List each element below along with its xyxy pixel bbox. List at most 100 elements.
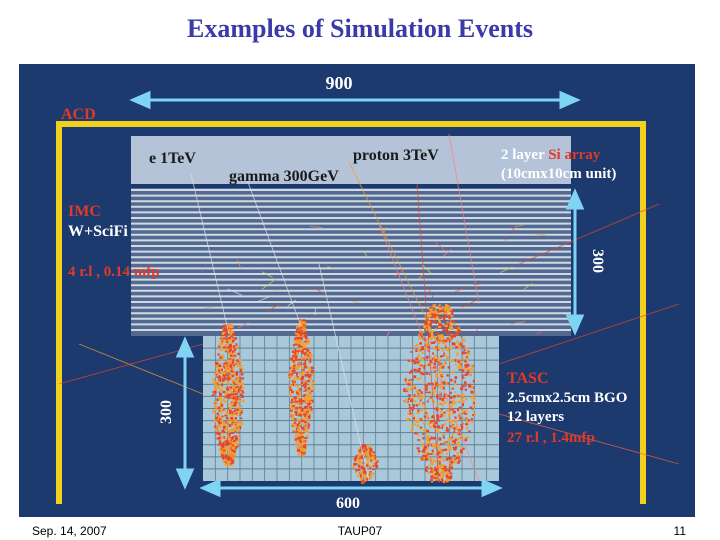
proton-shower-hit [422, 433, 425, 436]
gamma-shower-hit [302, 332, 305, 335]
electron-shower-hit [218, 367, 222, 371]
proton-shower-hit [465, 426, 469, 430]
electron-shower-hit [231, 399, 234, 402]
electron-shower-hit [216, 376, 220, 379]
proton-shower-hit [450, 334, 454, 338]
proton-shower-hit [468, 384, 472, 388]
proton-shower-hit [428, 373, 431, 376]
gamma-shower-hit [300, 329, 303, 331]
scatter-track [273, 289, 278, 292]
electron-shower-hit [222, 365, 226, 368]
gamma-shower-hit [302, 446, 306, 449]
proton-shower-hit [420, 356, 423, 359]
gamma-shower-hit [296, 366, 300, 370]
electron-shower-hit [215, 364, 219, 367]
electron-shower-hit [227, 345, 230, 349]
electron-shower-hit [215, 406, 218, 409]
electron-shower-hit [241, 394, 244, 399]
secondary-shower-hit [364, 478, 366, 482]
proton-shower-hit [449, 401, 453, 404]
secondary-shower-hit [359, 477, 363, 481]
scatter-track [312, 286, 324, 294]
gamma-shower-hit [295, 412, 298, 416]
gamma-shower-hit [293, 429, 297, 432]
proton-shower-hit [410, 378, 414, 381]
proton-shower-hit [432, 386, 434, 390]
proton-shower-hit [441, 468, 445, 470]
proton-shower-hit [450, 437, 453, 440]
secondary-shower-hit [363, 475, 367, 479]
scatter-track [505, 234, 508, 237]
electron-shower-hit [231, 427, 234, 430]
proton-shower-hit [442, 329, 445, 332]
proton-shower-hit [408, 379, 411, 381]
secondary-shower-hit [368, 447, 372, 450]
electron-shower-hit [229, 342, 232, 344]
proton-shower-hit [459, 451, 463, 454]
proton-shower-hit [442, 471, 445, 476]
proton-shower-hit [428, 332, 431, 336]
electron-shower-hit [233, 354, 237, 357]
proton-shower-hit [464, 438, 468, 442]
proton-shower-hit [413, 423, 417, 426]
gamma-shower-hit [295, 340, 299, 344]
proton-shower-hit [468, 430, 471, 433]
proton-shower-hit [457, 415, 460, 418]
proton-shower-hit [427, 382, 431, 386]
electron-shower-hit [226, 394, 229, 396]
gamma-shower-hit [308, 389, 311, 393]
gamma-shower-hit [294, 333, 298, 337]
electron-shower-hit [228, 375, 232, 377]
secondary-shower-hit [354, 459, 357, 462]
proton-shower-hit [445, 418, 449, 422]
proton-shower-hit [426, 466, 429, 469]
proton-shower-hit [450, 328, 454, 331]
proton-shower-hit [470, 396, 472, 399]
gamma-shower-hit [307, 403, 310, 406]
gamma-shower-hit [300, 448, 303, 451]
proton-shower-hit [416, 369, 419, 372]
electron-shower-hit [218, 371, 222, 374]
event-proton-label: proton 3TeV [353, 147, 439, 164]
proton-shower-hit [450, 461, 453, 465]
gamma-shower-hit [306, 341, 310, 345]
gamma-shower-hit [300, 340, 303, 344]
proton-shower-hit [438, 460, 441, 464]
secondary-shower-hit [363, 448, 367, 451]
gamma-shower-hit [304, 353, 307, 356]
proton-shower-hit [455, 329, 458, 332]
proton-shower-hit [444, 468, 448, 472]
proton-shower-hit [415, 357, 419, 361]
gamma-shower-hit [302, 370, 305, 374]
secondary-shower-hit [356, 474, 359, 478]
proton-shower-hit [424, 391, 428, 394]
electron-shower-hit [222, 324, 226, 327]
electron-shower-hit [228, 376, 231, 380]
proton-shower-hit [462, 377, 465, 379]
proton-shower-hit [426, 453, 430, 455]
gamma-shower-hit [308, 370, 311, 373]
particle-track [518, 203, 660, 265]
electron-shower-hit [233, 447, 238, 450]
proton-shower-hit [430, 366, 434, 370]
electron-shower-hit [228, 409, 232, 412]
electron-shower-hit [236, 395, 239, 399]
gamma-shower-hit [299, 436, 302, 440]
scatter-track [237, 259, 242, 269]
proton-shower-hit [463, 366, 467, 370]
event-e-label: e 1TeV [149, 150, 196, 167]
secondary-shower-hit [370, 452, 374, 456]
proton-shower-hit [416, 356, 419, 359]
proton-shower-hit [449, 472, 453, 475]
proton-shower-hit [424, 328, 427, 332]
gamma-shower-hit [296, 424, 299, 427]
electron-shower-hit [218, 374, 221, 377]
proton-shower-hit [462, 357, 465, 360]
proton-shower-hit [416, 424, 420, 427]
electron-shower-hit [230, 452, 233, 456]
electron-shower-hit [241, 382, 245, 386]
proton-shower-hit [457, 437, 460, 441]
electron-shower-hit [226, 420, 229, 423]
gamma-shower-hit [310, 410, 314, 413]
electron-shower-hit [224, 429, 228, 432]
